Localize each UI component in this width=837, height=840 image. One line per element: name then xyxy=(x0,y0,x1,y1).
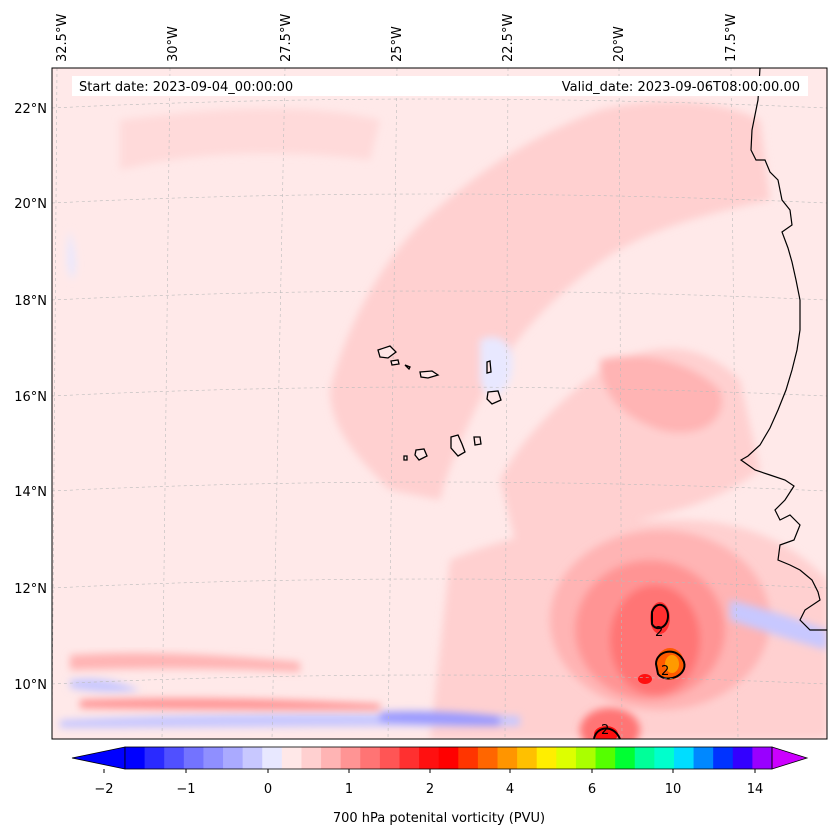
cape-verde-islands xyxy=(377,345,502,461)
lat-label: 22°N xyxy=(14,102,47,117)
colorbar-min-arrow xyxy=(71,746,126,770)
lon-label: 32.5°W xyxy=(55,14,70,62)
colorbar-swatch xyxy=(340,747,361,769)
colorbar-swatch xyxy=(595,747,616,769)
colorbar-swatch xyxy=(399,747,420,769)
lon-label: 30°W xyxy=(166,26,181,62)
colorbar-swatch xyxy=(673,747,695,769)
colorbar-swatch xyxy=(301,747,322,769)
map-panel xyxy=(52,68,827,739)
colorbar-swatch xyxy=(360,747,381,769)
colorbar-tick-label: 4 xyxy=(506,782,514,797)
colorbar-swatch xyxy=(379,747,400,769)
lon-label: 17.5°W xyxy=(724,14,739,62)
lon-label: 22.5°W xyxy=(501,14,516,62)
colorbar-max-arrow xyxy=(771,746,809,770)
colorbar-swatch xyxy=(575,747,597,769)
africa-coastline xyxy=(739,68,827,631)
colorbar-swatch xyxy=(223,747,244,769)
colorbar-swatch xyxy=(242,747,263,769)
colorbar-swatch xyxy=(183,747,204,769)
colorbar-label: 700 hPa potenital vorticity (PVU) xyxy=(333,811,545,826)
colorbar-swatch xyxy=(203,747,224,769)
colorbar-swatch xyxy=(281,747,302,769)
colorbar-frame xyxy=(124,746,773,770)
colorbar-tick-label: 1 xyxy=(345,782,353,797)
colorbar-swatch xyxy=(517,747,538,769)
start-date-text: Start date: 2023-09-04_00:00:00 xyxy=(79,80,293,95)
colorbar-swatch xyxy=(125,747,146,769)
contour-label: 2 xyxy=(661,664,669,679)
colorbar-swatch xyxy=(654,747,675,769)
lat-label: 10°N xyxy=(14,678,47,693)
colorbar-swatch xyxy=(477,747,499,769)
lat-label: 18°N xyxy=(14,294,47,309)
colorbar-tick-label: 10 xyxy=(665,782,682,797)
colorbar-tick-label: 6 xyxy=(588,782,596,797)
colorbar-swatch xyxy=(164,747,185,769)
lon-label: 25°W xyxy=(390,26,405,62)
contour-label: 2 xyxy=(655,625,663,640)
colorbar-tick-label: 14 xyxy=(747,782,764,797)
lat-label: 12°N xyxy=(14,582,47,597)
colorbar-tick-label: −2 xyxy=(94,782,113,797)
colorbar-swatch xyxy=(693,747,714,769)
latitude-labels: 22°N 20°N 18°N 16°N 14°N 12°N 10°N xyxy=(14,102,47,693)
colorbar-swatch xyxy=(634,747,655,769)
colorbar-swatch xyxy=(438,747,459,769)
colorbar: −2 −1 0 1 2 4 6 10 14 xyxy=(71,746,809,797)
colorbar-tick-label: 0 xyxy=(264,782,272,797)
longitude-labels: 32.5°W 30°W 27.5°W 25°W 22.5°W 20°W 17.5°W xyxy=(55,14,739,62)
lon-label: 27.5°W xyxy=(279,14,294,62)
colorbar-swatch xyxy=(262,747,283,769)
colorbar-swatch xyxy=(615,747,636,769)
colorbar-tick-label: 2 xyxy=(426,782,434,797)
colorbar-swatch xyxy=(144,747,165,769)
header-box xyxy=(72,76,808,96)
colorbar-swatch xyxy=(536,747,557,769)
colorbar-swatch xyxy=(458,747,479,769)
colorbar-swatch xyxy=(556,747,577,769)
colorbar-swatch xyxy=(752,747,773,769)
colorbar-swatch xyxy=(713,747,734,769)
colorbar-swatch xyxy=(419,747,440,769)
lat-label: 14°N xyxy=(14,485,47,500)
contour-label: 2 xyxy=(601,723,609,738)
valid-date-text: Valid_date: 2023-09-06T08:00:00.00 xyxy=(562,80,800,95)
colorbar-swatch xyxy=(497,747,518,769)
lat-label: 20°N xyxy=(14,197,47,212)
map-frame xyxy=(51,67,828,740)
lat-label: 16°N xyxy=(14,390,47,405)
colorbar-swatch xyxy=(732,747,753,769)
colorbar-tick-label: −1 xyxy=(176,782,195,797)
lon-label: 20°W xyxy=(612,26,627,62)
colorbar-swatch xyxy=(321,747,342,769)
